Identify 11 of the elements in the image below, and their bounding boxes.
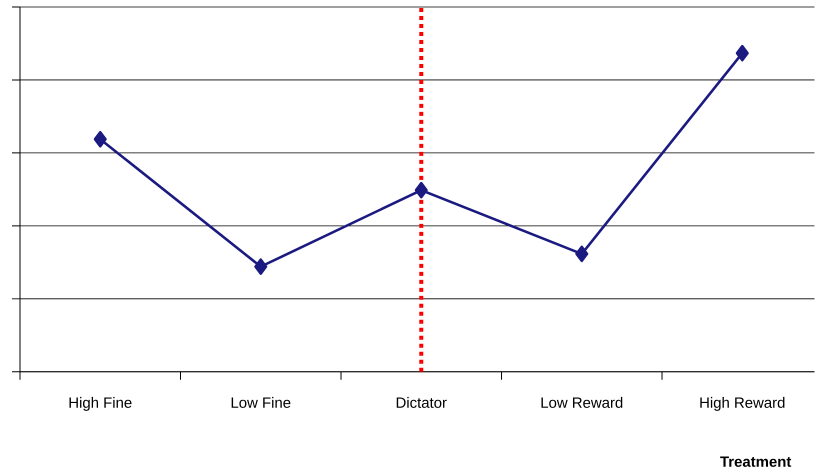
- x-axis-title: Treatment: [720, 456, 792, 468]
- x-tick-label: Dictator: [396, 397, 447, 408]
- point: [575, 246, 588, 262]
- point: [736, 45, 749, 62]
- x-tick-label: High Fine: [70, 397, 132, 411]
- point: [94, 131, 107, 148]
- point: [254, 258, 268, 276]
- x-tick-label: High Reward: [700, 397, 784, 411]
- x-tick-label: Low Reward: [541, 397, 622, 408]
- x-tick-label: Low Fine: [232, 397, 290, 408]
- point: [414, 182, 428, 199]
